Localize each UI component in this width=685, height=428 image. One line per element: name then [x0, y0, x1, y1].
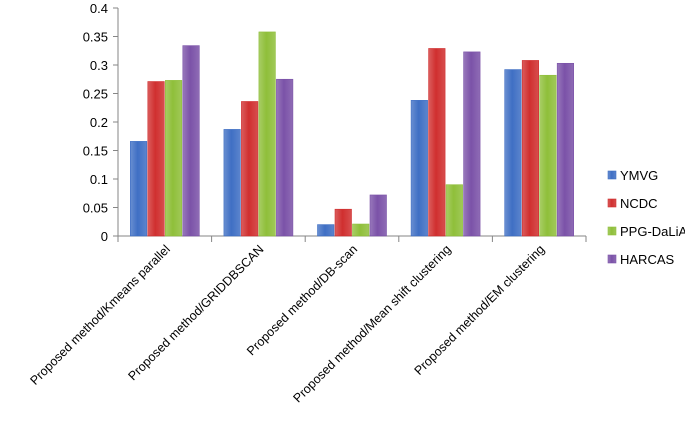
legend-swatch — [607, 254, 617, 264]
legend-swatch — [607, 226, 617, 236]
bar-ppg-dalia-2 — [352, 223, 370, 237]
bar-ppg-dalia-1 — [258, 31, 276, 237]
legend-label: YMVG — [620, 168, 658, 183]
bar-ymvg-3 — [410, 100, 428, 237]
y-axis-ticks: 0 0.05 0.1 0.15 0.2 0.25 0.3 0.35 0.4 — [83, 1, 118, 244]
legend-swatch — [607, 170, 617, 180]
y-tick-label: 0.1 — [90, 172, 108, 187]
bar-ymvg-2 — [317, 224, 335, 237]
bar-ncdc-2 — [334, 208, 352, 237]
bar-ymvg-4 — [504, 69, 522, 237]
legend-label: HARCAS — [620, 252, 675, 267]
y-tick-label: 0.15 — [83, 144, 108, 159]
legend-swatch — [607, 198, 617, 208]
chart-bars — [130, 31, 575, 237]
y-tick-label: 0.3 — [90, 58, 108, 73]
legend-label: NCDC — [620, 196, 658, 211]
y-tick-label: 0 — [101, 229, 108, 244]
bar-harcas-3 — [463, 51, 481, 237]
x-category-label: Proposed method/Mean shift clustering — [291, 242, 454, 405]
bar-ppg-dalia-3 — [445, 184, 463, 237]
y-tick-label: 0.35 — [83, 30, 108, 45]
bar-ncdc-0 — [147, 81, 165, 237]
bar-ncdc-1 — [241, 101, 259, 237]
x-category-label: Proposed method/DB-scan — [244, 242, 360, 358]
y-tick-label: 0.05 — [83, 201, 108, 216]
x-axis-category-labels: Proposed method/Kmeans parallelProposed … — [27, 236, 587, 405]
y-tick-label: 0.2 — [90, 115, 108, 130]
bar-harcas-1 — [276, 78, 294, 237]
bar-ncdc-3 — [428, 48, 446, 237]
bar-ppg-dalia-0 — [165, 80, 183, 237]
legend-label: PPG-DaLiA — [620, 224, 685, 239]
bar-harcas-0 — [182, 45, 200, 237]
bar-harcas-4 — [556, 62, 575, 237]
bar-ymvg-1 — [223, 129, 241, 237]
bar-ymvg-0 — [130, 141, 148, 237]
bar-ppg-dalia-4 — [539, 74, 557, 237]
chart-legend: YMVG NCDC PPG-DaLiA HARCAS — [607, 168, 685, 267]
bar-ncdc-4 — [521, 60, 540, 237]
y-tick-label: 0.4 — [90, 1, 108, 16]
y-tick-label: 0.25 — [83, 87, 108, 102]
bar-harcas-2 — [369, 194, 387, 237]
